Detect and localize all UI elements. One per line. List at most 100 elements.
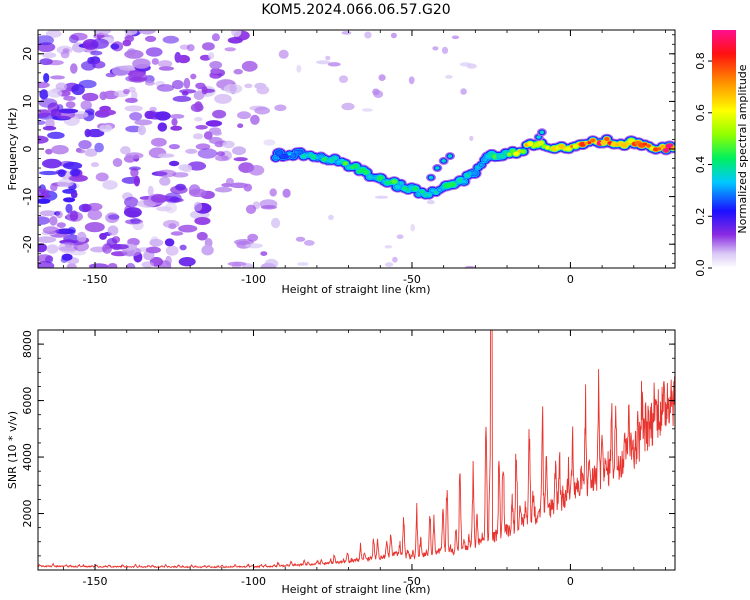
noise-blob: [60, 50, 70, 59]
noise-blob: [38, 188, 50, 196]
chart-title: KOM5.2024.066.06.57.G20: [261, 2, 450, 18]
noise-blob: [181, 91, 189, 96]
ridge-blob: [590, 138, 596, 143]
snr-y-ticks: 2000 4000 6000 8000: [21, 329, 675, 571]
noise-blob: [426, 200, 435, 205]
ridge-blob: [332, 156, 338, 161]
noise-blob: [274, 104, 287, 112]
noise-blob: [144, 110, 155, 120]
noise-blob: [38, 198, 51, 204]
noise-blob: [231, 30, 242, 38]
ridge-blob: [273, 156, 278, 160]
noise-blob: [145, 35, 157, 43]
noise-blob: [38, 254, 53, 263]
noise-blob: [47, 131, 65, 139]
noise-blob: [408, 76, 415, 85]
noise-blob: [158, 66, 175, 71]
noise-blob: [107, 225, 119, 236]
ridge-blob: [371, 176, 375, 179]
noise-blob: [39, 109, 51, 118]
ridge-blob: [587, 141, 592, 145]
noise-blob: [216, 151, 225, 157]
noise-blob: [70, 191, 78, 199]
noise-blob: [202, 42, 215, 51]
noise-blob: [211, 33, 220, 42]
noise-blob: [201, 86, 208, 95]
snr-x-tick-label: -50: [403, 575, 421, 588]
noise-blob: [46, 244, 59, 254]
noise-blob: [162, 35, 179, 44]
noise-blob: [81, 61, 96, 71]
noise-blob: [70, 63, 78, 74]
noise-blob: [94, 142, 104, 153]
noise-blob: [165, 245, 179, 256]
ridge-blob: [384, 180, 390, 185]
noise-blob: [263, 139, 276, 146]
ridge-blob: [346, 165, 352, 169]
noise-blob: [90, 162, 99, 168]
snr-x-ticks: -150 -100 -50 0: [62, 330, 666, 588]
noise-blob: [42, 158, 62, 169]
noise-blob: [69, 168, 81, 177]
spectrogram-noise-blobs: [38, 30, 477, 268]
noise-blob: [128, 86, 136, 93]
ridge-blob: [652, 147, 659, 152]
noise-blob: [244, 243, 263, 249]
ridge-blob: [423, 192, 428, 197]
noise-blob: [451, 35, 460, 40]
noise-blob: [445, 75, 453, 79]
noise-blob: [171, 118, 178, 126]
noise-blob: [57, 169, 66, 178]
noise-blob: [248, 165, 265, 176]
noise-blob: [378, 74, 386, 81]
noise-blob: [99, 124, 113, 133]
noise-blob: [410, 223, 416, 232]
noise-blob: [361, 108, 373, 112]
ridge-blob: [420, 190, 424, 194]
ridge-blob: [321, 157, 328, 162]
noise-blob: [195, 125, 208, 130]
noise-blob: [165, 255, 172, 266]
noise-blob: [179, 244, 187, 251]
spectrogram-y-tick-label: -20: [21, 235, 34, 253]
noise-blob: [151, 137, 167, 147]
noise-blob: [84, 222, 105, 233]
spectrogram-x-tick-label: -150: [83, 273, 108, 286]
noise-blob: [80, 100, 92, 110]
noise-blob: [157, 122, 168, 132]
ridge-blob: [353, 164, 359, 169]
ridge-blob: [646, 144, 652, 148]
ridge-blob: [311, 155, 317, 160]
spectrogram-x-tick-label: -50: [403, 273, 421, 286]
ridge-blob: [391, 179, 398, 184]
noise-blob: [99, 232, 107, 240]
noise-blob: [38, 135, 49, 144]
noise-blob: [186, 44, 195, 52]
noise-blob: [38, 35, 54, 46]
spectrogram-y-tick-label: 20: [21, 47, 34, 61]
noise-blob: [396, 234, 404, 239]
colorbar-gradient: [712, 30, 736, 268]
noise-blob: [316, 60, 331, 65]
ridge-blob: [513, 151, 520, 156]
noise-blob: [245, 204, 257, 214]
ridge-blob: [412, 186, 419, 191]
ridge-blob: [447, 154, 453, 158]
noise-blob: [303, 240, 315, 246]
noise-blob: [102, 243, 113, 254]
noise-blob: [328, 214, 334, 221]
noise-blob: [168, 144, 180, 150]
snr-series-line: [38, 330, 675, 569]
ridge-blob: [572, 144, 579, 149]
ridge-blob: [340, 160, 344, 163]
spectrogram-ridge: [269, 128, 675, 200]
noise-blob: [78, 140, 92, 150]
noise-blob: [214, 186, 233, 193]
noise-blob: [38, 236, 57, 243]
noise-blob: [147, 185, 154, 197]
noise-blob: [107, 263, 118, 268]
ridge-blob: [520, 149, 526, 154]
noise-blob: [187, 161, 207, 171]
noise-blob: [38, 243, 48, 253]
ridge-blob: [275, 150, 283, 156]
